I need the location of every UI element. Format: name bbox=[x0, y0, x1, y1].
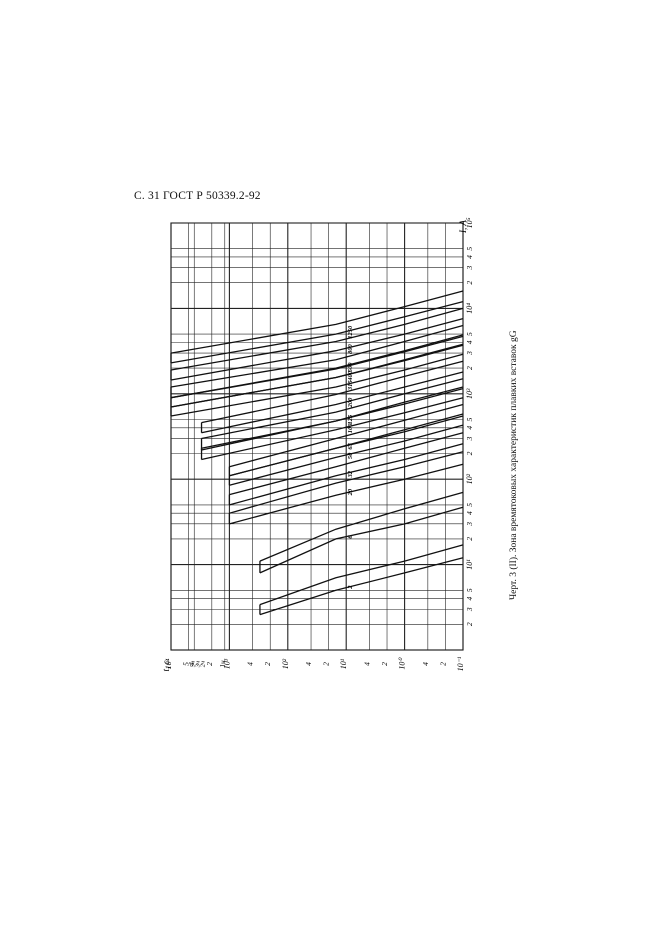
curve-500-min bbox=[170, 335, 464, 399]
curve-6-min bbox=[259, 506, 464, 574]
current-tick-label: 3 bbox=[465, 522, 474, 527]
time-tick-label: 2 bbox=[380, 662, 389, 666]
curve-400-min bbox=[170, 344, 464, 408]
current-tick-label: 2 bbox=[465, 281, 474, 285]
curve-label-400: 400 bbox=[347, 370, 354, 382]
time-axis-title: t, c bbox=[161, 660, 171, 671]
curve-800-max bbox=[170, 307, 464, 371]
current-tick-label: 2 bbox=[465, 537, 474, 541]
time-tick-label: 4 bbox=[362, 662, 371, 666]
time-tick-label: 10³ bbox=[222, 658, 231, 669]
current-tick-label: 10³ bbox=[465, 388, 474, 399]
time-tick-label: 4 bbox=[246, 662, 255, 666]
current-tick-label: 2 bbox=[465, 366, 474, 370]
current-tick-label: 3 bbox=[465, 607, 474, 612]
current-tick-label: 3 bbox=[465, 351, 474, 356]
time-tick-label: 10⁻¹ bbox=[456, 656, 465, 671]
curve-20-max bbox=[229, 451, 464, 514]
curve-label-800: 800 bbox=[347, 343, 354, 354]
curve-63-min bbox=[229, 415, 464, 477]
curve-label-20: 20 bbox=[347, 488, 354, 496]
current-axis-title: I, A bbox=[458, 220, 468, 234]
curve-32-max bbox=[229, 432, 464, 496]
figure-caption: Черт. 3 (II). Зона времятоковых характер… bbox=[509, 330, 519, 600]
current-tick-label: 4 bbox=[465, 511, 474, 515]
curve-125-max bbox=[201, 378, 464, 440]
curve-20-min bbox=[229, 463, 464, 525]
time-tick-label: 4 bbox=[304, 662, 313, 666]
curve-label-2: 2 bbox=[347, 585, 354, 590]
curve-label-50: 50 bbox=[347, 452, 354, 459]
curve-2-min bbox=[259, 557, 464, 616]
curve-800-min bbox=[170, 317, 464, 381]
current-tick-label: 10⁴ bbox=[465, 303, 474, 314]
curve-50-min bbox=[229, 424, 464, 486]
curve-32-min bbox=[229, 443, 464, 506]
time-tick-label: 10¹ bbox=[339, 658, 348, 669]
chart-curves bbox=[170, 290, 464, 616]
curve-100-min bbox=[201, 397, 464, 461]
curve-label-32: 32 bbox=[347, 470, 354, 478]
time-tick-label: 1ч bbox=[218, 660, 227, 668]
current-tick-label: 3 bbox=[465, 266, 474, 271]
curve-200-max bbox=[201, 360, 464, 424]
time-hour-label: 3ч bbox=[195, 661, 202, 668]
current-tick-label: 10⁵ bbox=[465, 217, 474, 228]
page-header: С. 31 ГОСТ Р 50339.2-92 bbox=[134, 190, 261, 202]
current-tick-label: 5 bbox=[465, 503, 474, 507]
curve-2-max bbox=[259, 544, 464, 606]
curve-label-500: 500 bbox=[347, 362, 354, 373]
current-tick-label: 5 bbox=[465, 417, 474, 421]
curve-200-min bbox=[201, 371, 464, 434]
curve-100-max bbox=[201, 386, 464, 449]
curve-label-200: 200 bbox=[347, 397, 354, 409]
current-tick-label: 2 bbox=[465, 451, 474, 455]
curve-label-100: 100 bbox=[347, 423, 354, 434]
time-hour-label: 5ч bbox=[190, 661, 197, 667]
chart-grid bbox=[170, 222, 464, 651]
time-tick-label: 2 bbox=[263, 662, 272, 666]
current-tick-label: 10² bbox=[465, 473, 474, 484]
curve-label-6: 6 bbox=[347, 535, 354, 539]
current-tick-label: 5 bbox=[465, 247, 474, 251]
current-tick-label: 5 bbox=[465, 588, 474, 592]
curve-label-125: 125 bbox=[347, 414, 354, 425]
curve-label-315: 315 bbox=[347, 380, 354, 392]
current-tick-label: 2 bbox=[465, 622, 474, 626]
time-tick-label: 5 bbox=[182, 662, 191, 666]
curve-500-max bbox=[170, 324, 464, 388]
curve-6-max bbox=[259, 491, 464, 562]
current-tick-label: 4 bbox=[465, 426, 474, 430]
current-tick-label: 3 bbox=[465, 436, 474, 441]
time-tick-label: 2 bbox=[322, 662, 331, 666]
curve-63-max bbox=[229, 403, 464, 468]
time-tick-label: 10² bbox=[281, 658, 290, 669]
current-tick-label: 4 bbox=[465, 255, 474, 259]
time-tick-label: 2 bbox=[438, 662, 447, 666]
curve-label-63: 63 bbox=[347, 442, 354, 449]
curve-1250-min bbox=[170, 300, 464, 364]
current-tick-label: 4 bbox=[465, 596, 474, 600]
current-tick-label: 5 bbox=[465, 332, 474, 336]
time-hour-label: 2ч bbox=[200, 661, 207, 667]
time-tick-label: 4 bbox=[187, 662, 196, 666]
time-tick-label: 10⁰ bbox=[398, 657, 407, 670]
current-tick-label: 4 bbox=[465, 340, 474, 344]
time-tick-label: 2 bbox=[205, 662, 214, 666]
current-tick-label: 10¹ bbox=[465, 559, 474, 570]
curve-1250-max bbox=[170, 290, 464, 354]
curve-315-min bbox=[170, 353, 464, 417]
time-tick-label: 4 bbox=[421, 662, 430, 666]
time-tick-label: 10⁴ bbox=[164, 658, 173, 669]
curve-label-1250: 1250 bbox=[347, 325, 354, 339]
curve-125-min bbox=[201, 387, 464, 451]
